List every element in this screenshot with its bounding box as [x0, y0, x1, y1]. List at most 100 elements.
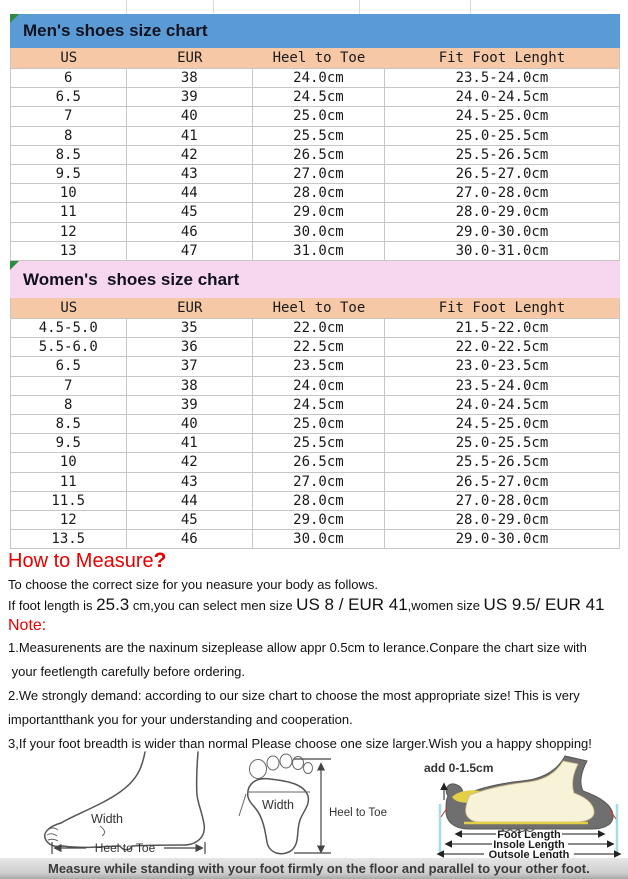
table-cell: 26.5-27.0cm: [455, 473, 549, 490]
side-foot-diagram: Width Heel to Toe: [43, 751, 206, 855]
column-header-eur: EUR: [177, 50, 203, 66]
table-cell: 23.0-23.5cm: [455, 358, 549, 375]
table-row: 4.5-5.0 35 22.0cm 21.5-22.0cm: [11, 319, 619, 339]
table-cell: 21.5-22.0cm: [455, 320, 549, 337]
note-line-1: 1.Measurenents are the naxinum sizepleas…: [8, 640, 587, 655]
table-row: 11.5 44 28.0cm 27.0-28.0cm: [11, 491, 619, 511]
table-cell: 43: [127, 472, 253, 491]
table-row: 8.5 40 25.0cm 24.5-25.0cm: [11, 414, 619, 435]
table-row: 13 47 31.0cm 30.0-31.0cm: [11, 241, 619, 261]
table-row: 7 38 24.0cm 23.5-24.0cm: [11, 376, 619, 396]
women-size-table: US EUR Heel to Toe Fit Foot Lenght 4.5-5…: [10, 298, 620, 550]
column-header-heel-to-toe: Heel to Toe: [272, 50, 366, 66]
table-cell: 23.5-24.0cm: [455, 377, 549, 394]
table-cell: 8.5: [11, 145, 127, 164]
table-row: 11 45 29.0cm 28.0-29.0cm: [11, 203, 619, 223]
table-cell: 39: [127, 88, 253, 107]
table-cell: 28.0cm: [253, 491, 385, 510]
table-cell: 31.0cm: [253, 241, 385, 260]
table-cell: 24.5cm: [253, 395, 385, 414]
table-cell: 24.5cm: [253, 88, 385, 107]
table-row: 6 38 24.0cm 23.5-24.0cm: [11, 69, 619, 89]
size-example-men-size: US 8 / EUR 41: [296, 595, 408, 614]
table-cell: 25.0cm: [253, 107, 385, 126]
table-cell: 38: [127, 376, 253, 395]
footprint-diagram: Width Heel to Toe: [238, 753, 387, 855]
column-header-fit-foot-length: Fit Foot Lenght: [438, 50, 566, 66]
measurement-diagrams: Width Heel to Toe Width Heel to Toe: [0, 751, 628, 861]
table-cell: 29.0cm: [253, 510, 385, 530]
table-cell: 9.5: [11, 164, 127, 184]
size-example-part: If foot length is: [8, 598, 97, 613]
table-cell: 36: [127, 338, 253, 357]
table-cell: 25.5cm: [253, 434, 385, 453]
footprint-length-label: Heel to Toe: [329, 807, 387, 819]
excel-corner-triangle-icon: [10, 14, 19, 23]
table-cell: 24.0-24.5cm: [455, 89, 549, 106]
column-header-eur: EUR: [177, 300, 203, 316]
table-cell: 46: [127, 530, 253, 549]
table-cell: 9.5: [11, 434, 127, 453]
table-row: 12 45 29.0cm 28.0-29.0cm: [11, 510, 619, 531]
table-row: 13.5 46 30.0cm 29.0-30.0cm: [11, 530, 619, 550]
table-cell: 29.0-30.0cm: [455, 223, 549, 240]
table-cell: 11.5: [11, 491, 127, 510]
table-cell: 23.5-24.0cm: [455, 70, 549, 87]
size-example-foot-length: 25.3: [96, 595, 130, 614]
table-cell: 24.0cm: [253, 69, 385, 88]
table-cell: 10: [11, 453, 127, 472]
foot-length-label: Foot Length: [497, 829, 561, 841]
insole-length-label: Insole Length: [493, 839, 565, 851]
table-cell: 39: [127, 395, 253, 414]
table-cell: 42: [127, 145, 253, 164]
how-to-measure-title: How to Measure?: [8, 549, 166, 573]
note-lines: 1.Measurenents are the naxinum sizepleas…: [8, 636, 592, 756]
table-cell: 22.0cm: [253, 319, 385, 338]
table-row: 9.5 41 25.5cm 25.0-25.5cm: [11, 434, 619, 454]
women-table-header-row: US EUR Heel to Toe Fit Foot Lenght: [11, 298, 619, 319]
table-cell: 22.0-22.5cm: [455, 339, 549, 356]
table-cell: 25.0-25.5cm: [455, 435, 549, 452]
table-cell: 47: [127, 241, 253, 260]
table-cell: 12: [11, 222, 127, 241]
table-row: 12 46 30.0cm 29.0-30.0cm: [11, 222, 619, 242]
table-cell: 24.0cm: [253, 376, 385, 395]
footer-bar: Measure while standing with your foot fi…: [0, 858, 628, 879]
table-row: 10 44 28.0cm 27.0-28.0cm: [11, 184, 619, 204]
table-cell: 7: [11, 107, 127, 126]
how-to-measure-section: How to Measure? To choose the correct si…: [0, 548, 628, 755]
size-example-part: ,women size: [407, 598, 484, 613]
table-cell: 41: [127, 434, 253, 453]
spreadsheet-top-strip: [0, 0, 628, 14]
note-line-1b: your feetlength carefully before orderin…: [8, 664, 246, 679]
table-cell: 8: [11, 395, 127, 414]
table-cell: 30.0-31.0cm: [455, 242, 549, 259]
table-row: 8.5 42 26.5cm 25.5-26.5cm: [11, 145, 619, 165]
table-cell: 4.5-5.0: [11, 319, 127, 338]
table-cell: 45: [127, 203, 253, 222]
women-chart-title: Women's shoes size chart: [23, 269, 240, 289]
footprint-width-label: Width: [262, 798, 294, 812]
table-cell: 6: [11, 69, 127, 88]
grid-line: [126, 0, 127, 14]
table-cell: 46: [127, 222, 253, 241]
table-cell: 40: [127, 414, 253, 434]
add-allowance-label: add 0-1.5cm: [424, 761, 493, 775]
table-cell: 25.0-25.5cm: [455, 127, 549, 144]
grid-line: [470, 0, 471, 14]
table-cell: 42: [127, 453, 253, 472]
shoe-profile-diagram: add 0-1.5cm Foot Length Insole Length Ou…: [424, 755, 622, 861]
table-cell: 13.5: [11, 530, 127, 549]
table-row: 11 43 27.0cm 26.5-27.0cm: [11, 472, 619, 492]
table-cell: 23.5cm: [253, 357, 385, 376]
table-cell: 29.0-30.0cm: [455, 531, 549, 548]
table-row: 6.5 37 23.5cm 23.0-23.5cm: [11, 357, 619, 377]
table-cell: 30.0cm: [253, 530, 385, 549]
table-cell: 28.0-29.0cm: [455, 204, 549, 221]
table-cell: 35: [127, 319, 253, 338]
size-example-part: cm,you can select men size: [129, 598, 297, 613]
women-chart-header: Women's shoes size chart: [10, 261, 620, 298]
how-to-measure-title-text: How to Measure: [8, 550, 154, 572]
men-table-header-row: US EUR Heel to Toe Fit Foot Lenght: [11, 48, 619, 69]
